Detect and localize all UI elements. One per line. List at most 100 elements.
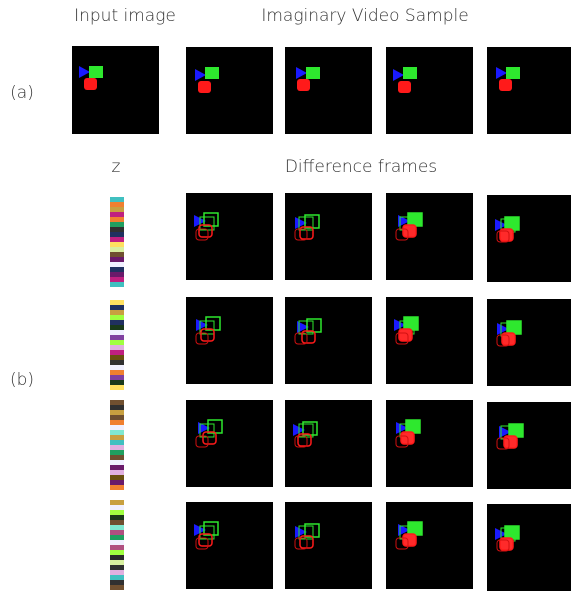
- z-cell: [110, 500, 124, 505]
- z-cell: [110, 545, 124, 550]
- z-cell: [110, 530, 124, 535]
- difference-frame: [487, 195, 571, 282]
- z-cell: [110, 435, 124, 440]
- frame-bg: [72, 46, 159, 134]
- z-cell: [110, 370, 124, 375]
- z-cell: [110, 360, 124, 365]
- frame-bg: [487, 299, 571, 386]
- panel-a-label: (a): [10, 83, 34, 103]
- z-cell: [110, 212, 124, 217]
- z-cell: [110, 560, 124, 565]
- z-cell: [110, 405, 124, 410]
- frame-bg: [487, 47, 571, 134]
- panel-b-label: (b): [10, 370, 34, 390]
- z-cell: [110, 455, 124, 460]
- video-label: Imaginary Video Sample: [261, 6, 468, 26]
- z-cell: [110, 355, 124, 360]
- z-cell: [110, 470, 124, 475]
- z-cell: [110, 380, 124, 385]
- difference-frame: [186, 502, 273, 589]
- difference-frame: [186, 400, 273, 487]
- z-cell: [110, 277, 124, 282]
- z-cell: [110, 222, 124, 227]
- z-cell: [110, 510, 124, 515]
- z-cell: [110, 365, 124, 370]
- z-cell: [110, 400, 124, 405]
- red-square: [403, 225, 416, 237]
- z-cell: [110, 550, 124, 555]
- page: Input image Imaginary Video Sample (a) z…: [0, 0, 571, 592]
- diff-label: Difference frames: [285, 157, 437, 177]
- z-cell: [110, 570, 124, 575]
- frame-bg: [186, 297, 273, 384]
- difference-frame: [386, 297, 473, 384]
- z-cell: [110, 217, 124, 222]
- z-cell: [110, 480, 124, 485]
- green-square: [404, 317, 418, 330]
- z-cell: [110, 237, 124, 242]
- z-cell: [110, 525, 124, 530]
- z-cell: [110, 585, 124, 590]
- z-cell: [110, 325, 124, 330]
- figure: Input image Imaginary Video Sample (a) z…: [0, 0, 571, 592]
- z-cell: [110, 515, 124, 520]
- difference-frame: [386, 193, 473, 280]
- z-cell: [110, 440, 124, 445]
- difference-frame: [487, 504, 571, 591]
- frame-bg: [186, 400, 273, 487]
- green-square: [506, 67, 520, 79]
- green-square: [205, 67, 219, 79]
- difference-frame: [487, 402, 571, 489]
- z-cell: [110, 385, 124, 390]
- difference-frame: [487, 299, 571, 386]
- z-cell: [110, 540, 124, 545]
- z-cell: [110, 535, 124, 540]
- z-cell: [110, 247, 124, 252]
- z-label: z: [112, 157, 121, 177]
- frame: [386, 47, 473, 134]
- difference-frame: [285, 502, 372, 589]
- z-cell: [110, 430, 124, 435]
- frame: [487, 47, 571, 134]
- frame-bg: [487, 402, 571, 489]
- green-square: [406, 420, 420, 433]
- frame: [72, 46, 159, 134]
- frame: [285, 47, 372, 134]
- z-cell: [110, 330, 124, 335]
- z-cell: [110, 267, 124, 272]
- red-square: [399, 329, 412, 341]
- difference-frame: [386, 400, 473, 487]
- z-cell: [110, 555, 124, 560]
- red-square: [403, 534, 416, 546]
- red-square: [499, 79, 512, 91]
- difference-frame: [285, 193, 372, 280]
- z-cell: [110, 465, 124, 470]
- z-cell: [110, 580, 124, 585]
- z-cell: [110, 202, 124, 207]
- difference-frame: [186, 193, 273, 280]
- z-cell: [110, 345, 124, 350]
- green-square: [408, 522, 422, 535]
- frame-bg: [386, 400, 473, 487]
- z-cell: [110, 305, 124, 310]
- frame-bg: [285, 193, 372, 280]
- frame-bg: [386, 502, 473, 589]
- z-cell: [110, 272, 124, 277]
- z-cell: [110, 335, 124, 340]
- green-square: [403, 67, 417, 79]
- input-label: Input image: [74, 6, 176, 26]
- z-cell: [110, 252, 124, 257]
- z-cell: [110, 520, 124, 525]
- green-square: [306, 67, 320, 79]
- difference-frame: [386, 502, 473, 589]
- z-cell: [110, 207, 124, 212]
- z-cell: [110, 232, 124, 237]
- frame-bg: [285, 297, 372, 384]
- red-square: [198, 81, 211, 93]
- z-cell: [110, 485, 124, 490]
- z-cell: [110, 460, 124, 465]
- z-cell: [110, 340, 124, 345]
- z-cell: [110, 565, 124, 570]
- frame-bg: [285, 502, 372, 589]
- frame-bg: [285, 47, 372, 134]
